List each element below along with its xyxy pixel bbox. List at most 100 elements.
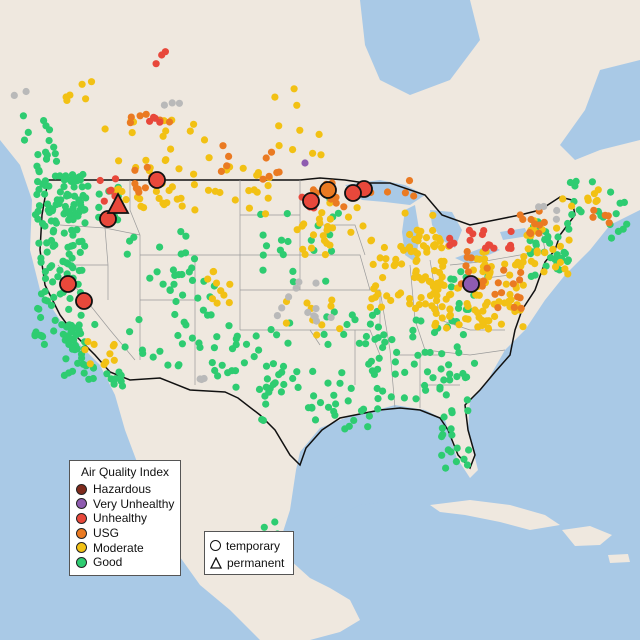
monitor-dot (332, 199, 340, 207)
monitor-dot (556, 258, 565, 266)
monitor-dot (438, 314, 446, 322)
monitor-dot (317, 151, 325, 159)
monitor-dot (381, 262, 389, 270)
monitor-dot (75, 321, 83, 329)
monitor-dot (69, 204, 77, 212)
highlighted-monitor-marker[interactable] (148, 171, 166, 189)
monitor-dot (370, 285, 378, 293)
monitor-dot (60, 183, 68, 191)
monitor-dot (82, 194, 90, 202)
monitor-dot (185, 268, 193, 276)
monitor-dot (121, 343, 129, 351)
highlighted-monitor-marker[interactable] (319, 181, 337, 199)
monitor-dot (127, 113, 135, 121)
highlighted-monitor-marker[interactable] (302, 192, 320, 210)
monitor-dot (494, 304, 502, 312)
monitor-dot (484, 324, 492, 332)
monitor-dot (296, 126, 304, 134)
monitor-dot (446, 234, 454, 242)
monitor-dot (218, 361, 226, 369)
monitor-dot (34, 207, 42, 215)
monitor-dot (162, 127, 170, 135)
monitor-dot (56, 188, 64, 196)
monitor-dot (41, 222, 49, 230)
monitor-dot (41, 274, 50, 283)
monitor-dot (250, 353, 258, 361)
monitor-dot (481, 255, 489, 263)
monitor-dot (54, 273, 62, 281)
monitor-dot (178, 340, 186, 348)
monitor-dot (501, 260, 509, 268)
monitor-dot (438, 244, 446, 252)
monitor-dot (553, 206, 561, 215)
monitor-dot (383, 188, 392, 196)
monitor-dot (413, 250, 422, 258)
highlighted-monitor-marker[interactable] (99, 210, 117, 228)
monitor-dot (478, 321, 486, 330)
monitor-dot (426, 348, 434, 357)
monitor-dot (412, 269, 420, 277)
monitor-dot (514, 293, 522, 301)
monitor-dot (126, 119, 134, 127)
monitor-dot (179, 291, 187, 299)
monitor-dot (369, 260, 377, 268)
monitor-dot (535, 229, 543, 237)
monitor-dot (412, 257, 420, 265)
monitor-dot (78, 183, 86, 191)
monitor-dot (547, 254, 555, 262)
very-unhealthy-swatch (76, 498, 87, 510)
monitor-dot (41, 296, 49, 304)
highlighted-monitor-marker[interactable] (344, 184, 362, 202)
monitor-dot (63, 96, 71, 104)
monitor-dot (463, 461, 472, 469)
highlighted-monitor-marker[interactable] (106, 192, 130, 214)
monitor-dot (156, 347, 164, 355)
monitor-dot (506, 290, 514, 299)
monitor-dot (362, 340, 370, 348)
monitor-dot (254, 169, 262, 177)
monitor-dot (271, 93, 279, 101)
monitor-dot (473, 291, 481, 299)
monitor-dot (307, 244, 316, 252)
monitor-dot (422, 234, 431, 242)
monitor-dot (204, 275, 212, 283)
highlighted-monitor-marker[interactable] (462, 275, 480, 293)
monitor-dot (292, 284, 300, 292)
monitor-dot (462, 315, 470, 323)
monitor-dot (112, 375, 120, 383)
monitor-dot (65, 369, 73, 377)
monitor-dot (307, 236, 315, 244)
monitor-dot (422, 386, 430, 394)
monitor-dot (483, 264, 491, 272)
us-border (39, 177, 576, 470)
monitor-dot (40, 340, 49, 348)
monitor-dot (612, 210, 620, 218)
highlighted-monitor-marker[interactable] (59, 275, 77, 293)
monitor-dot (469, 230, 477, 238)
monitor-dot (316, 399, 325, 407)
monitor-dot (207, 311, 215, 319)
monitor-dot (280, 380, 288, 389)
monitor-dot (321, 251, 329, 259)
monitor-dot (473, 255, 481, 263)
monitor-dot (409, 333, 417, 341)
monitor-dot (188, 276, 197, 284)
monitor-dot (204, 186, 213, 194)
highlighted-monitor-marker[interactable] (75, 292, 93, 310)
monitor-dot (190, 170, 198, 178)
legend-label: Hazardous (93, 482, 152, 497)
monitor-dot (64, 243, 72, 251)
monitor-dot (46, 263, 54, 272)
monitor-dot (213, 333, 221, 341)
monitor-dot (239, 164, 247, 172)
monitor-dot (45, 137, 53, 145)
monitor-dot (190, 255, 199, 263)
monitor-dot (273, 331, 281, 339)
monitor-dot (401, 189, 409, 197)
monitor-dot (483, 298, 491, 306)
monitor-dot (81, 219, 89, 227)
monitor-dot (517, 268, 525, 277)
monitor-dot (304, 308, 312, 317)
monitor-dot (289, 146, 297, 154)
monitor-dot (283, 210, 291, 218)
